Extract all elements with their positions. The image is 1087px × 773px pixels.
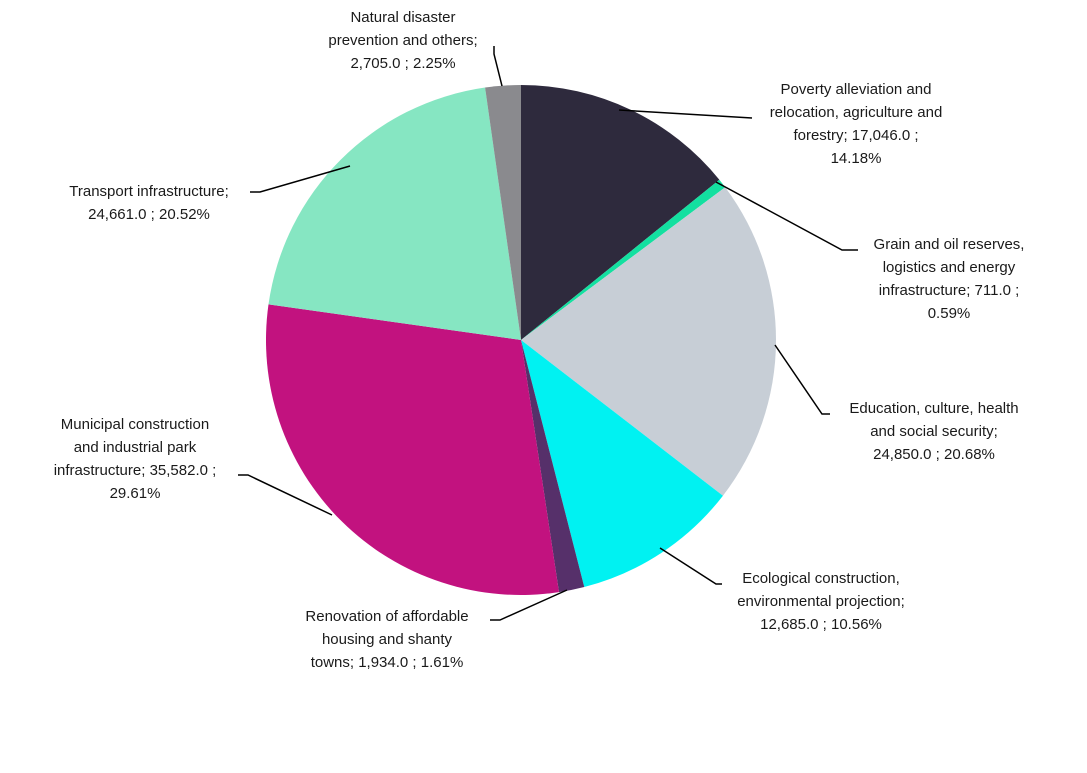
data-label-ecological-construction: Ecological construction, environmental p… [737,570,905,633]
data-label-education-culture: Education, culture, health and social se… [849,400,1019,463]
leader-line [774,344,830,415]
leader-line [618,109,753,119]
data-label-poverty-alleviation: Poverty alleviation and relocation, agri… [769,81,943,167]
leader-line [493,46,503,87]
data-label-renovation-housing: Renovation of affordable housing and sha… [305,608,469,671]
data-label-natural-disaster: Natural disaster prevention and others; … [328,9,478,72]
leader-line [659,547,722,585]
leader-line [250,165,351,193]
slice-renovation-housing [521,340,585,593]
slice-ecological-construction [521,340,723,588]
leader-line [490,589,568,621]
data-label-grain-oil-reserves: Grain and oil reserves, logistics and en… [873,236,1025,322]
slice-poverty-alleviation [521,85,720,340]
leader-line [238,474,333,516]
leader-lines [238,46,858,621]
pie-slices [265,85,776,595]
slice-municipal-construction [265,304,559,595]
slice-grain-oil-reserves [521,179,726,340]
slice-natural-disaster [485,85,521,340]
data-label-municipal-construction: Municipal construction and industrial pa… [53,416,217,502]
leader-line [715,181,858,251]
data-label-transport-infrastructure: Transport infrastructure; 24,661.0 ; 20.… [69,183,229,223]
slice-education-culture [521,187,776,496]
slice-transport-infrastructure [268,87,521,340]
